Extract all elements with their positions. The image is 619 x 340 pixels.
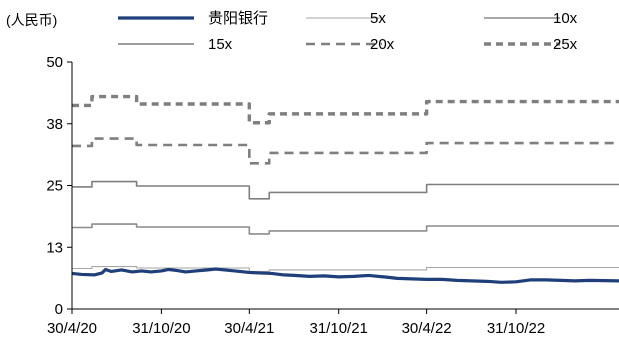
legend-label-4: 20x [370,36,395,53]
series-line-2 [72,223,619,235]
legend-label-0: 贵阳银行 [208,10,268,27]
series-line-3 [72,180,619,200]
legend-label-1: 5x [370,10,386,27]
legend-label-3: 15x [208,36,233,53]
series-line-4 [72,137,619,165]
axes: 0 13 25 38 50 30/4/20 31/10/20 30/4/21 31/10/21 3… [46,54,619,337]
x-tick-label-1: 31/10/20 [132,320,190,337]
y-tick-label-4: 50 [46,54,63,71]
series-layer [71,94,619,284]
x-tick-label-0: 30/4/20 [47,320,97,337]
series-line-5 [72,94,619,125]
y-tick-label-0: 0 [55,301,63,318]
series-line-1 [72,265,619,273]
y-tick-label-2: 25 [46,178,63,195]
y-tick-label-1: 13 [46,239,63,256]
y-tick-label-3: 38 [46,116,63,133]
x-tick-label-5: 31/10/22 [487,320,545,337]
legend-label-2: 10x [553,10,578,27]
legend-label-5: 25x [553,36,578,53]
x-tick-label-4: 30/4/22 [402,320,452,337]
legend: 贵阳银行 5x 10x 15x 20x 25x [118,10,578,53]
unit-label: (人民币) [6,12,57,28]
x-tick-label-2: 30/4/21 [224,320,274,337]
x-tick-label-3: 31/10/21 [310,320,368,337]
series-line-0 [71,267,619,284]
